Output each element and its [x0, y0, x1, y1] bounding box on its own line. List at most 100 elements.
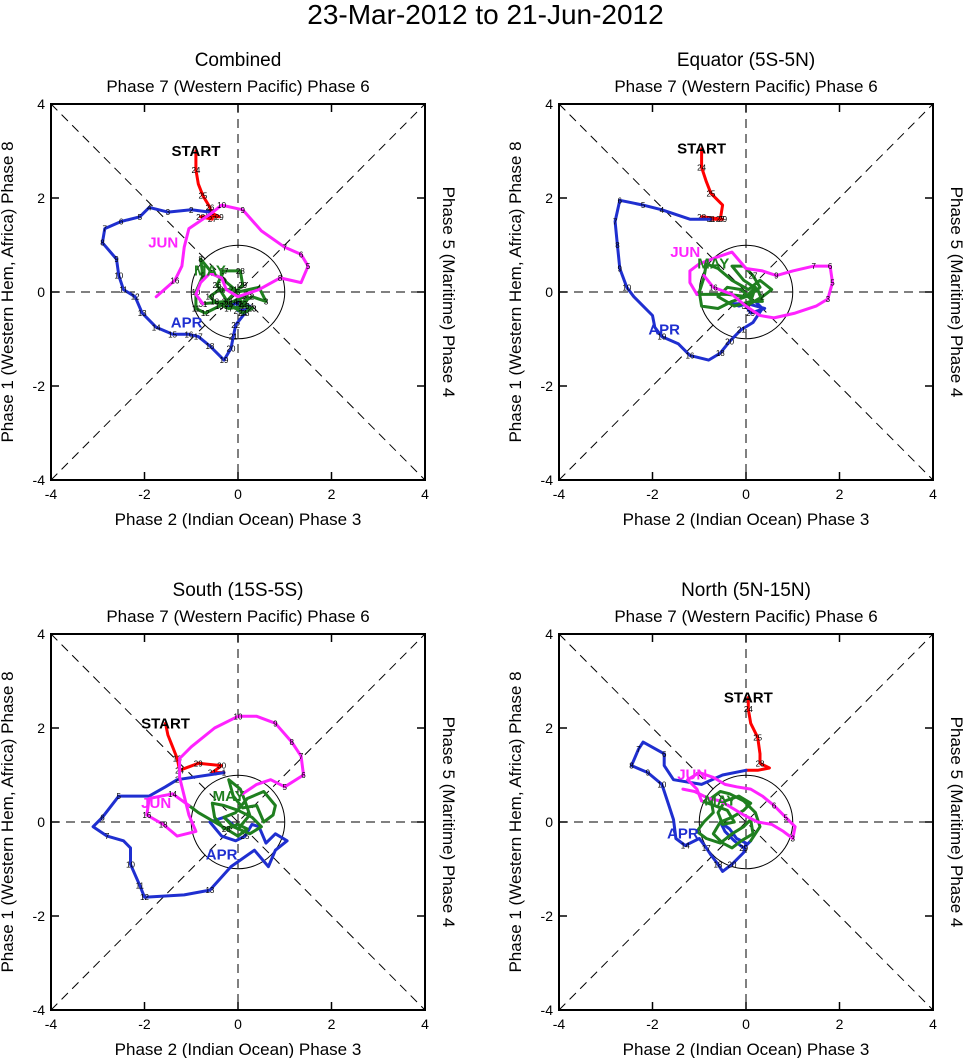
panel-title: North (5N-15N) [681, 580, 811, 601]
day-label: 16 [685, 351, 694, 360]
diagonal-guide [50, 103, 426, 481]
day-label: 24 [245, 302, 254, 311]
plot-frame [558, 103, 934, 481]
day-label: 15 [243, 290, 252, 299]
y-tick-label: 0 [545, 814, 553, 830]
day-label: 20 [728, 860, 737, 869]
day-label: 7 [105, 832, 110, 841]
day-label: 14 [152, 323, 161, 332]
y-tick-label: -2 [541, 378, 554, 394]
unit-circle [190, 244, 286, 340]
day-label: 31 [198, 300, 207, 309]
x-tick-label: 0 [234, 486, 242, 502]
day-label: 5 [138, 213, 143, 222]
y-tick-label: -4 [33, 1002, 46, 1018]
day-label: 7 [103, 225, 108, 234]
series-line-mar [194, 149, 221, 221]
day-label: 27 [716, 215, 725, 224]
day-label: 12 [131, 293, 140, 302]
day-label: 18 [716, 349, 725, 358]
top-axis-label: Phase 7 (Western Pacific) Phase 6 [106, 77, 369, 96]
right-axis-label: Phase 5 (Maritime) Phase 4 [439, 717, 458, 928]
day-label: 29 [234, 307, 243, 316]
month-label-jun: JUN [141, 795, 171, 812]
day-label: 31 [706, 215, 715, 224]
phase-diagram-panel-2: Equator (5S-5N) Phase 7 (Western Pacific)… [506, 50, 966, 529]
day-label: 24 [238, 309, 247, 318]
day-label: 9 [240, 206, 245, 215]
day-label: 28 [236, 267, 245, 276]
day-label: 5 [236, 288, 241, 297]
x-tick-label: 2 [836, 1016, 844, 1032]
day-label: 29 [215, 213, 224, 222]
x-tick-label: -2 [138, 1016, 151, 1032]
day-label: 7 [299, 752, 304, 761]
day-label: 10 [622, 283, 631, 292]
day-label: 7 [210, 269, 215, 278]
diagonal-guide [558, 103, 934, 481]
day-label: 3 [826, 295, 831, 304]
x-tick-label: -2 [646, 486, 659, 502]
month-label-apr: APR [648, 321, 680, 338]
day-label: 20 [725, 337, 734, 346]
day-label: 18 [159, 820, 168, 829]
day-label: 5 [830, 279, 835, 288]
day-label: 7 [812, 262, 817, 271]
day-label: 13 [205, 886, 214, 895]
series-line-may [695, 790, 762, 850]
day-label: 25 [753, 733, 762, 742]
day-label: 30 [217, 762, 226, 771]
y-tick-label: 4 [545, 96, 553, 112]
phase-diagram-panel-1: Combined Phase 7 (Western Pacific) Phase … [0, 50, 458, 529]
series-line-jun [145, 714, 305, 838]
x-tick-label: 2 [328, 486, 336, 502]
day-label: 29 [746, 309, 755, 318]
y-tick-label: -2 [33, 908, 46, 924]
day-label: 9 [646, 769, 651, 778]
bottom-axis-label: Phase 2 (Indian Ocean) Phase 3 [115, 510, 362, 529]
month-label-may: MAY [704, 793, 736, 810]
day-label: 27 [749, 272, 758, 281]
x-tick-label: 0 [742, 1016, 750, 1032]
day-label: 18 [713, 860, 722, 869]
day-label: 3 [166, 208, 171, 217]
start-label: START [171, 143, 220, 160]
unit-circle [698, 244, 794, 340]
day-label: 6 [100, 813, 105, 822]
day-label: 31 [208, 769, 217, 778]
y-tick-label: 4 [545, 626, 553, 642]
day-label: 17 [224, 304, 233, 313]
day-label: 8 [278, 274, 283, 283]
day-label: 19 [205, 293, 214, 302]
x-tick-label: 2 [328, 1016, 336, 1032]
day-label: 30 [742, 302, 751, 311]
day-label: 26 [205, 203, 214, 212]
day-label: 21 [229, 333, 238, 342]
series-line-mar [744, 696, 771, 772]
day-label: 13 [173, 755, 182, 764]
day-label: 8 [100, 239, 105, 248]
series-line-may [695, 262, 774, 310]
day-label: 20 [215, 286, 224, 295]
panel-title: Combined [195, 50, 282, 71]
day-label: 2 [175, 776, 180, 785]
day-label: 28 [756, 759, 765, 768]
x-tick-label: -4 [45, 486, 58, 502]
x-tick-label: 4 [929, 486, 937, 502]
day-label: 9 [618, 265, 623, 274]
day-label: 13 [215, 302, 224, 311]
plot-frame [558, 633, 934, 1011]
y-tick-label: -2 [33, 378, 46, 394]
day-label: 10 [234, 712, 243, 721]
day-label: 14 [681, 842, 690, 851]
day-label: 27 [236, 297, 245, 306]
x-tick-label: 4 [929, 1016, 937, 1032]
day-label: 4 [257, 283, 262, 292]
day-label: 20 [227, 344, 236, 353]
day-label: 28 [222, 825, 231, 834]
day-label: 27 [208, 215, 217, 224]
month-label-may: MAY [213, 788, 245, 805]
day-label: 16 [142, 811, 151, 820]
month-label-jun: JUN [148, 234, 178, 251]
